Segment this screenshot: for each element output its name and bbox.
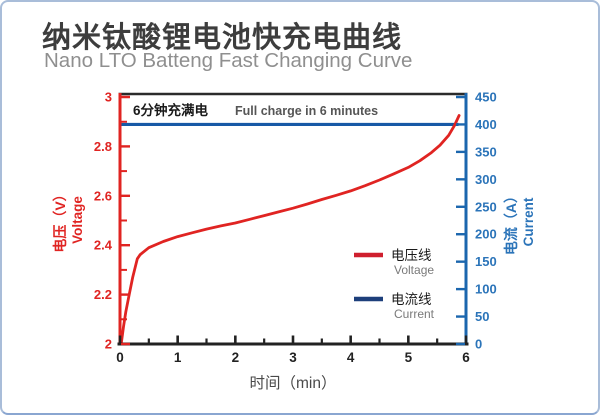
legend-current-label-en: Current (394, 307, 435, 321)
left-axis-title-zh: 电压（V） (52, 187, 68, 252)
voltage-curve (119, 114, 461, 346)
annotation-en: Full charge in 6 minutes (235, 104, 378, 118)
left-axis-tick-label: 2.2 (94, 287, 112, 302)
left-axis-title-en: Voltage (70, 196, 85, 244)
right-axis-title-zh: 电流（A） (503, 189, 519, 255)
x-axis-tick-label: 0 (116, 350, 124, 365)
x-axis-tick-label: 1 (174, 350, 182, 365)
chart-title-en: Nano LTO Batteng Fast Changing Curve (44, 49, 413, 72)
left-axis-tick-label: 2.4 (94, 238, 113, 253)
x-axis-tick-label: 6 (462, 350, 470, 365)
right-axis-tick-label: 400 (475, 117, 497, 132)
left-axis-tick-label: 2.8 (94, 139, 112, 154)
annotation-zh: 6分钟充满电 (133, 102, 209, 118)
right-axis-tick-label: 300 (475, 172, 497, 187)
x-axis-tick-label: 2 (232, 350, 240, 365)
right-axis-tick-label: 150 (475, 254, 497, 269)
right-axis-tick-label: 0 (475, 337, 482, 352)
right-axis-tick-label: 250 (475, 199, 497, 214)
chart-title-zh: 纳米钛酸锂电池快充电曲线 (42, 22, 403, 54)
legend-voltage-label-zh: 电压线 (391, 248, 432, 263)
legend-voltage-label-en: Voltage (394, 263, 434, 277)
x-axis-title: 时间（min） (250, 374, 337, 392)
x-axis-tick-label: 3 (289, 350, 297, 365)
right-axis-tick-label: 450 (475, 90, 497, 105)
right-axis-tick-label: 200 (475, 227, 497, 242)
right-axis-tick-label: 350 (475, 144, 497, 159)
left-axis-tick-label: 2 (105, 337, 112, 352)
right-axis-title-en: Current (521, 197, 536, 246)
left-axis-tick-label: 3 (105, 90, 112, 105)
right-axis-tick-label: 50 (475, 309, 489, 324)
x-axis-tick-label: 5 (405, 350, 413, 365)
x-axis-tick-label: 4 (347, 350, 355, 365)
legend-current-label-zh: 电流线 (391, 292, 432, 307)
left-axis-tick-label: 2.6 (94, 188, 112, 203)
right-axis-tick-label: 100 (475, 282, 497, 297)
